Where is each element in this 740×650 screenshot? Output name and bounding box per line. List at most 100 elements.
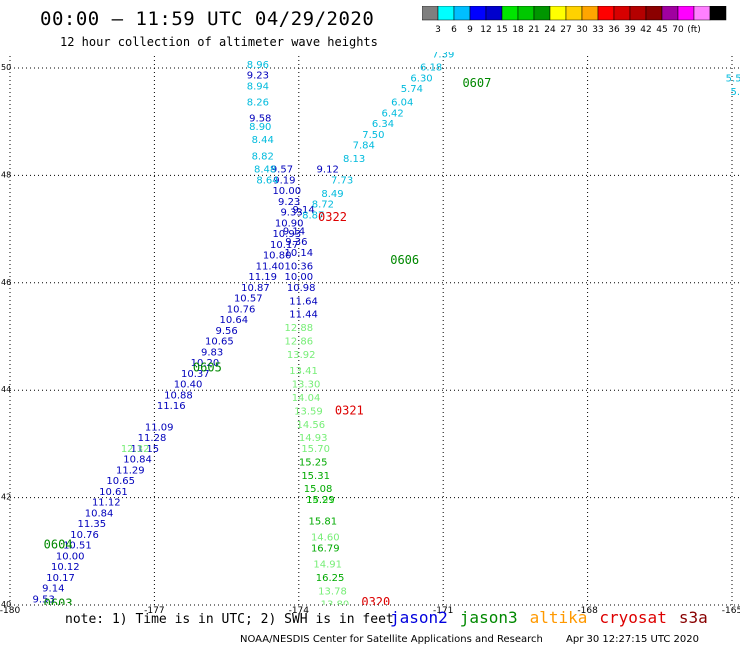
legend-item: jason2 <box>390 608 448 627</box>
wave-height-point: 6.34 <box>372 119 394 130</box>
color-scale-label: 36 <box>608 25 620 35</box>
color-scale-label: 12 <box>480 25 491 35</box>
x-tick-label: -171 <box>433 606 453 616</box>
wave-height-point: 10.93 <box>272 229 301 240</box>
page-title: 00:00 – 11:59 UTC 04/29/2020 <box>40 8 375 30</box>
wave-height-point: 11.35 <box>78 519 107 530</box>
wave-height-point: 6.18 <box>420 63 442 74</box>
wave-height-point: 8.13 <box>343 154 365 165</box>
wave-height-point: 9.23 <box>278 197 300 208</box>
wave-height-point: 11.64 <box>289 296 318 307</box>
legend-item: altika <box>529 608 588 627</box>
wave-height-point: 8.49 <box>321 189 343 200</box>
wave-height-point: 10.84 <box>85 508 114 519</box>
x-tick-label: -174 <box>289 606 310 616</box>
wave-height-point: 12.88 <box>284 323 313 334</box>
wave-height-point: 6.30 <box>410 73 432 84</box>
legend-item: jason3 <box>459 608 518 627</box>
y-tick-label: 48 <box>1 170 11 179</box>
time-annotation: 0604 <box>44 538 73 552</box>
wave-height-point: 10.51 <box>63 541 92 552</box>
wave-height-point: 10.65 <box>205 337 234 348</box>
wave-height-point: 15.25 <box>299 457 328 468</box>
wave-height-point: 6.87 <box>461 17 483 28</box>
x-tick-label: -165 <box>722 606 740 616</box>
satellite-legend: jason2 jason3 altika cryosat s3a <box>390 608 720 627</box>
wave-height-point: 10.00 <box>284 272 313 283</box>
wave-height-point: 10.00 <box>56 551 85 562</box>
color-scale-label: 42 <box>640 25 651 35</box>
wave-height-point: 7.73 <box>331 175 353 186</box>
wave-height-point: 8.87 <box>302 210 324 221</box>
wave-height-point: 9.83 <box>201 347 223 358</box>
wave-height-point: 10.64 <box>219 315 248 326</box>
wave-height-point: 10.17 <box>270 240 299 251</box>
wave-height-point: 5.74 <box>401 84 423 95</box>
y-tick-label: 44 <box>1 385 11 394</box>
y-tick-label: 40 <box>1 600 11 609</box>
color-swatch <box>709 6 727 21</box>
wave-height-point: 7.10 <box>451 28 473 39</box>
y-tick-label: 42 <box>1 493 11 502</box>
wave-height-point: 11.16 <box>157 401 186 412</box>
footnote: note: 1) Time is in UTC; 2) SWH is in fe… <box>65 612 394 627</box>
wave-height-point: 10.76 <box>227 304 256 315</box>
wave-height-point: 6.04 <box>391 98 413 109</box>
color-scale-label: 27 <box>560 25 571 35</box>
wave-height-point: 11.19 <box>248 272 277 283</box>
wave-height-point: 10.80 <box>263 251 292 262</box>
wave-height-point: 11.29 <box>116 465 145 476</box>
wave-height-point: 5.34 <box>730 87 740 98</box>
wave-height-point: 11.09 <box>145 422 174 433</box>
wave-height-point: 9.14 <box>292 205 314 216</box>
wave-height-point: 15.08 <box>304 484 333 495</box>
color-scale-label: (ft) <box>687 25 701 35</box>
wave-height-point: 8.48 <box>254 165 276 176</box>
y-tick-label: 46 <box>1 278 11 287</box>
time-annotation: 0607 <box>462 76 491 90</box>
color-scale-label: 39 <box>624 25 636 35</box>
time-annotation: 0603 <box>44 597 73 611</box>
color-scale-label: 21 <box>528 25 539 35</box>
wave-height-point: 11.44 <box>289 310 318 321</box>
wave-height-point: 10.14 <box>284 248 313 259</box>
wave-height-point: 15.81 <box>309 516 338 527</box>
wave-height-point: 10.76 <box>70 530 99 541</box>
credit-text: NOAA/NESDIS Center for Satellite Applica… <box>240 634 543 645</box>
time-annotation: 0606 <box>390 253 419 267</box>
time-annotation: 0605 <box>193 360 222 374</box>
wave-height-point: 14.93 <box>299 433 328 444</box>
wave-height-point: 8.94 <box>247 81 269 92</box>
wave-height-point: 10.87 <box>241 283 270 294</box>
wave-height-point: 11.40 <box>256 261 285 272</box>
wave-height-point: 9.33 <box>280 208 302 219</box>
wave-height-point: 8.44 <box>252 135 274 146</box>
wave-height-point: 11.12 <box>92 498 121 509</box>
wave-height-point: 15.70 <box>301 444 330 455</box>
wave-height-point: 10.90 <box>275 218 304 229</box>
footer: NOAA/NESDIS Center for Satellite Applica… <box>240 634 719 645</box>
wave-height-point: 16.79 <box>311 543 340 554</box>
wave-height-point: 7.84 <box>353 141 375 152</box>
wave-height-point: 10.84 <box>123 455 152 466</box>
wave-height-point: 12.32 <box>121 444 150 455</box>
wave-height-point: 10.57 <box>234 294 263 305</box>
wave-height-point: 8.82 <box>252 151 274 162</box>
wave-height-point: 8.96 <box>247 60 269 71</box>
wave-height-point: 15.29 <box>306 495 335 506</box>
wave-height-point: 6.42 <box>382 108 404 119</box>
wave-height-point: 9.53 <box>33 594 55 605</box>
wave-height-point: 10.65 <box>106 476 135 487</box>
time-annotation: 0321 <box>335 403 364 417</box>
color-scale-label: 9 <box>467 25 473 35</box>
wave-height-point: 16.25 <box>316 573 345 584</box>
wave-height-point: 9.12 <box>317 165 339 176</box>
wave-height-point: 13.59 <box>294 406 323 417</box>
color-scale-label: 18 <box>512 25 524 35</box>
wave-height-point: 9.56 <box>215 326 237 337</box>
legend-item: cryosat <box>599 608 667 627</box>
wave-height-point: 13.92 <box>287 350 316 361</box>
wave-height-point: 10.20 <box>191 358 220 369</box>
time-annotation: 0320 <box>361 595 390 609</box>
